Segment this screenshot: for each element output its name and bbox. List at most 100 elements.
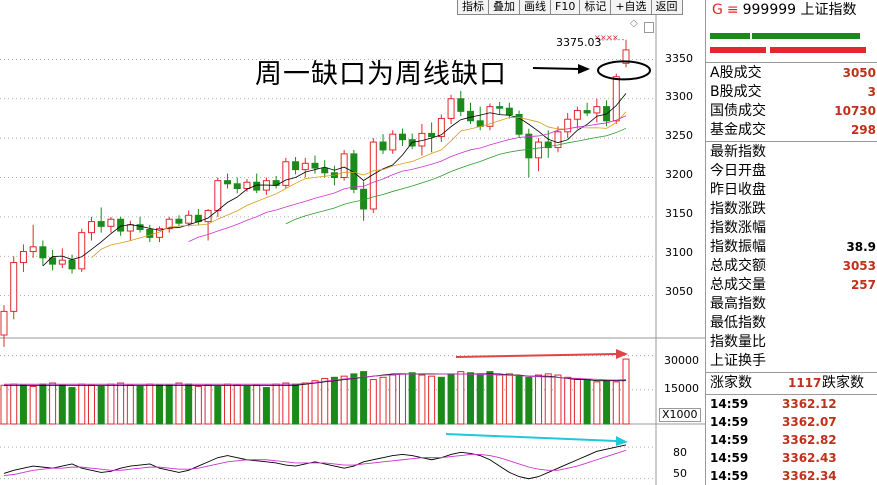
price-tick: 3100	[665, 246, 693, 259]
index-row: 上证换手	[710, 353, 766, 369]
back-button[interactable]: 返回	[650, 0, 683, 15]
window-box-icon[interactable]	[644, 22, 654, 33]
volume-bar	[496, 374, 504, 425]
divider	[706, 141, 877, 142]
index-row: 昨日收盘	[710, 182, 766, 198]
candle-body	[525, 133, 533, 159]
volume-bar	[573, 377, 581, 425]
candle-body	[544, 141, 552, 149]
oscillator-tick: 50	[673, 467, 687, 480]
candle-body	[126, 224, 134, 232]
index-row: 总成交额 3053	[710, 258, 876, 274]
ratio-bar-green	[752, 33, 860, 39]
ma-line	[91, 111, 627, 259]
volume-unit-label: X1000	[659, 408, 701, 422]
volume-bar	[175, 382, 183, 425]
tick-row: 14:59 3362.82	[710, 433, 837, 447]
candle-body	[165, 218, 173, 230]
add-watchlist-button[interactable]: +自选	[610, 0, 652, 15]
candle-body	[29, 246, 37, 253]
candle-body	[515, 114, 523, 135]
volume-bar	[49, 382, 57, 425]
candle-body	[593, 106, 601, 114]
toolbar: 指标 叠加 画线 F10 标记 +自选 返回	[457, 0, 683, 15]
candle-body	[437, 117, 445, 138]
f10-button[interactable]: F10	[550, 0, 581, 15]
candle-body	[428, 132, 436, 138]
index-row: 今日开盘	[710, 163, 766, 179]
candle-body	[457, 98, 465, 112]
panel-header: G ≡ 999999 上证指数	[706, 0, 877, 20]
ratio-bar-red	[710, 47, 766, 53]
index-row: 总成交量 257	[710, 277, 876, 293]
volume-bar	[321, 377, 329, 425]
candle-body	[19, 251, 27, 264]
mark-button[interactable]: 标记	[579, 0, 612, 15]
peak-label: 3375.03	[556, 36, 602, 49]
candle-body	[622, 49, 630, 64]
price-tick: 3150	[665, 207, 693, 220]
divider	[706, 372, 877, 373]
peak-marker: ×	[600, 33, 607, 42]
volume-ma-line	[4, 373, 626, 386]
indicator-button[interactable]: 指标	[457, 0, 489, 15]
draw-line-button[interactable]: 画线	[519, 0, 551, 15]
volume-bar	[564, 376, 572, 425]
volume-bar	[544, 373, 552, 425]
candle-body	[467, 110, 474, 122]
volume-bar	[39, 383, 47, 425]
oscillator-line	[3, 449, 627, 477]
g-icon[interactable]: G	[712, 2, 723, 18]
annotation-arrowhead	[578, 64, 590, 74]
volume-bar	[447, 373, 455, 425]
oscillator-line	[3, 444, 627, 480]
volume-bar	[87, 384, 95, 425]
candle-body	[107, 218, 115, 227]
volume-bar	[68, 387, 76, 425]
tick-row: 14:59 3362.12	[710, 397, 837, 411]
volume-bar	[360, 371, 368, 425]
menu-icon[interactable]: ≡	[726, 2, 739, 18]
volume-bar	[486, 371, 494, 425]
candle-body	[398, 133, 406, 141]
overlay-button[interactable]: 叠加	[488, 0, 520, 15]
candle-body	[292, 161, 300, 171]
candle-body	[573, 110, 581, 120]
volume-bar	[603, 380, 611, 425]
volume-bar	[78, 383, 86, 425]
gap-circle	[597, 60, 651, 81]
candle-body	[185, 214, 193, 224]
volume-bar	[418, 374, 426, 425]
candle-body	[486, 106, 494, 127]
volume-bar	[408, 372, 416, 425]
volume-bar	[272, 383, 280, 425]
volume-bar	[428, 375, 436, 425]
diamond-icon[interactable]: ◇	[630, 18, 638, 29]
tick-row: 14:59 3362.43	[710, 451, 837, 465]
annotation-text: 周一缺口为周线缺口	[255, 59, 507, 90]
volume-bar	[282, 382, 290, 425]
volume-bar	[622, 358, 630, 425]
volume-bar	[379, 376, 387, 425]
chart-canvas[interactable]: × × × ×	[0, 0, 705, 485]
oscillator-tick: 80	[673, 446, 687, 459]
candle-body	[233, 183, 241, 190]
volume-bar	[398, 373, 406, 425]
volume-bar	[292, 383, 300, 425]
candle-body	[379, 141, 387, 151]
volume-bar	[476, 373, 484, 425]
volume-bar	[10, 383, 18, 425]
candle-body	[476, 120, 484, 127]
volume-bar	[505, 373, 513, 425]
candle-body	[214, 180, 222, 212]
tick-row: 14:59 3362.07	[710, 415, 837, 429]
volume-bar	[515, 375, 523, 425]
volume-bar	[117, 382, 125, 425]
volume-bar	[19, 384, 27, 425]
volume-ma-line	[4, 373, 627, 385]
volume-bar	[350, 373, 358, 425]
ratio-bar-green	[710, 33, 750, 39]
chart-area[interactable]: × × × × 指标 叠加 画线 F10 标记 +自选 返回 ◇ 3375.03 周一…	[0, 0, 705, 485]
divider	[706, 394, 877, 395]
ma-line	[285, 127, 627, 225]
